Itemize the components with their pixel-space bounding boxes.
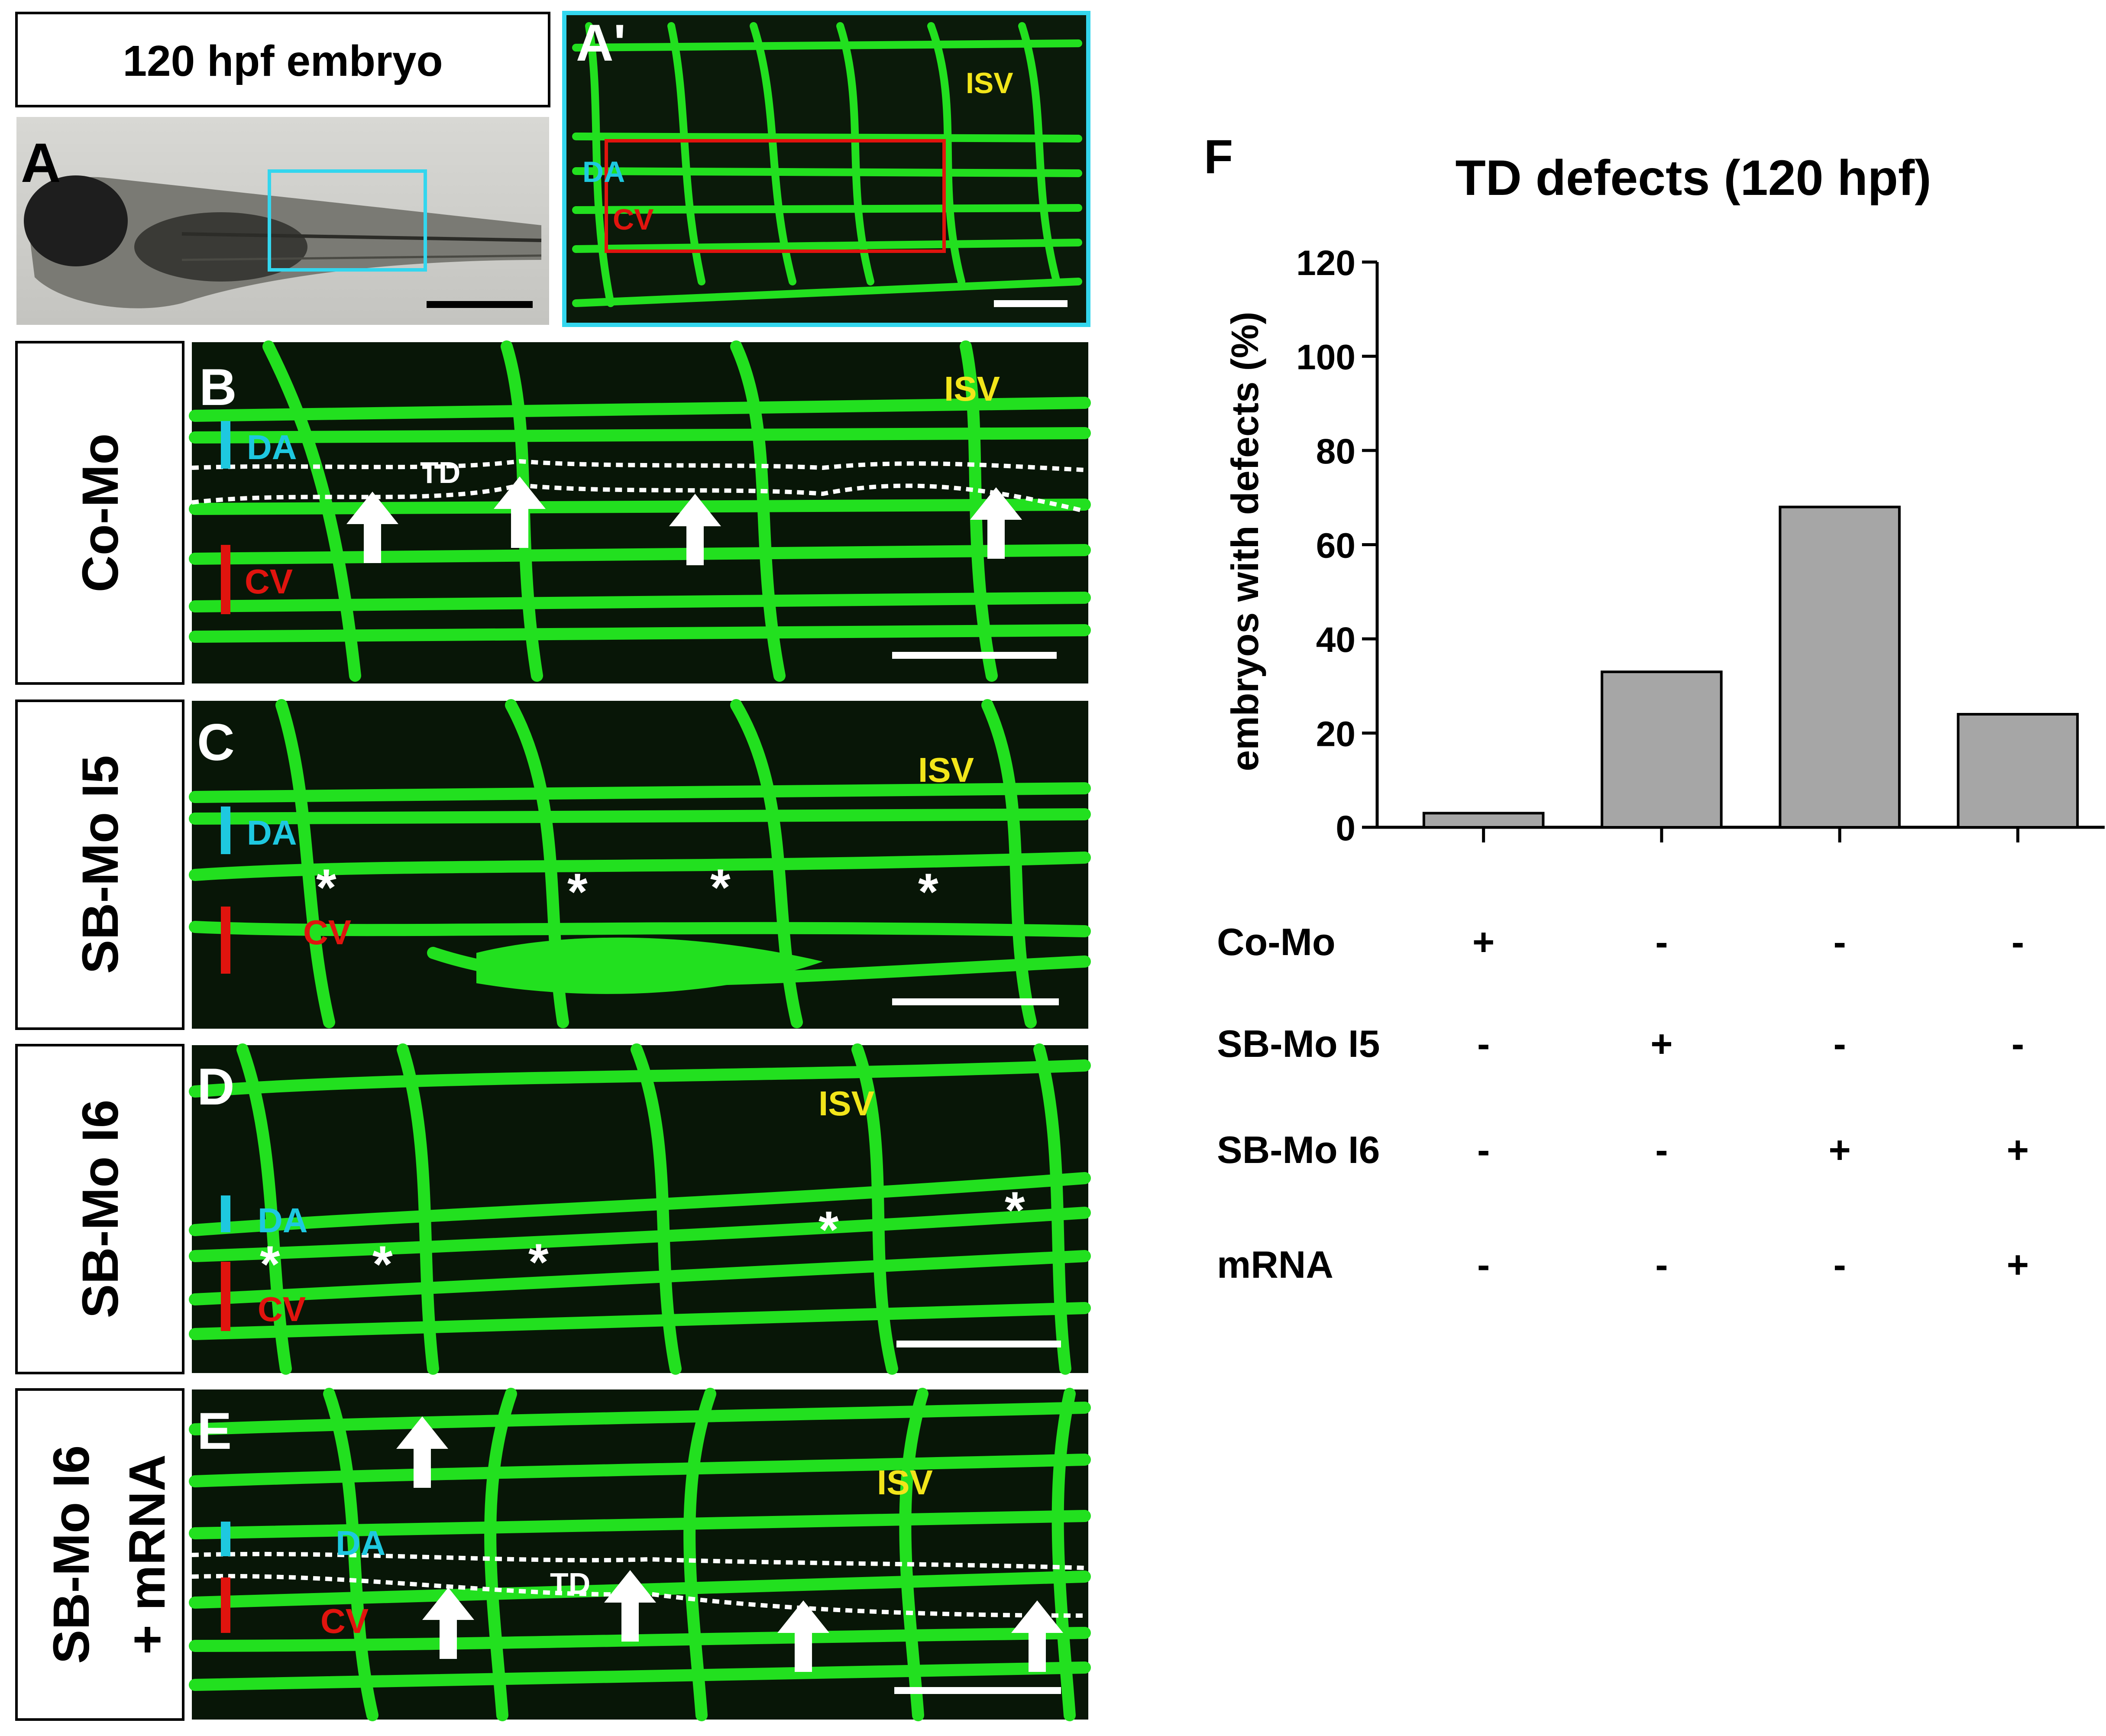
condition-row-label: SB-Mo I6 (1217, 1128, 1380, 1171)
condition-mark: - (1655, 1128, 1668, 1171)
bar (1601, 670, 1723, 829)
chart-title: TD defects (120 hpf) (1455, 150, 1931, 206)
y-tick-label: 100 (1296, 338, 1355, 377)
condition-mark: + (1828, 1128, 1850, 1171)
panel-letter-e: E (197, 1402, 232, 1460)
panel-c: SB-Mo I5 * * * * C ISV DA CV (15, 699, 1091, 1030)
label-isv: ISV (944, 369, 1000, 408)
bar (1779, 505, 1901, 829)
scale-bar (994, 300, 1068, 307)
label-da: DA (247, 813, 297, 852)
panel-letter-a: A (21, 132, 61, 194)
panel-a-brightfield: A (16, 117, 549, 325)
panel-letter-f: F (1204, 130, 1233, 184)
bar (1957, 713, 2079, 829)
scale-bar (894, 1687, 1061, 1694)
label-cv: CV (303, 913, 351, 952)
svg-text:*: * (567, 863, 588, 921)
condition-mark: + (2007, 1128, 2029, 1171)
panel-d: SB-Mo I6 * * * * * D ISV DA CV (15, 1043, 1091, 1375)
label-td: TD (420, 456, 460, 489)
condition-mark: - (2012, 920, 2024, 963)
panel-letter-d: D (197, 1058, 235, 1116)
label-isv: ISV (818, 1084, 874, 1123)
condition-mark: - (1477, 1243, 1490, 1286)
panel-letter-c: C (197, 713, 235, 771)
label-cv: CV (320, 1602, 369, 1640)
y-tick-label: 40 (1316, 620, 1355, 660)
header-box: 120 hpf embryo (15, 12, 550, 107)
row-label-sb-mo-i5: SB-Mo I5 (72, 755, 129, 974)
condition-mark: + (1650, 1022, 1673, 1065)
svg-text:*: * (528, 1233, 549, 1291)
condition-mark: - (1655, 1243, 1668, 1286)
label-da: DA (336, 1524, 386, 1562)
label-da: DA (247, 428, 297, 466)
row-label-sb-mo-i6: SB-Mo I6 (72, 1100, 129, 1318)
condition-row-label: SB-Mo I5 (1217, 1022, 1380, 1065)
panel-a-prime: A' ISV DA CV (562, 11, 1090, 327)
y-axis-label: embryos with defects (%) (1223, 311, 1266, 771)
label-da: DA (258, 1201, 308, 1240)
panel-e: SB-Mo I6 + mRNA (15, 1388, 1091, 1721)
zoom-region-box (605, 139, 946, 253)
svg-text:*: * (372, 1235, 393, 1293)
label-isv: ISV (877, 1463, 933, 1502)
y-tick-label: 0 (1336, 809, 1355, 848)
y-tick-label: 60 (1316, 526, 1355, 566)
svg-text:*: * (260, 1235, 280, 1293)
chart-bars (1422, 505, 2079, 829)
condition-mark: - (1477, 1128, 1490, 1171)
panel-b: Co-Mo B ISV DA TD (15, 340, 1091, 685)
condition-mark: + (2007, 1243, 2029, 1286)
label-cv: CV (245, 562, 293, 601)
scale-bar (892, 998, 1059, 1005)
condition-table: Co-Mo + - - - SB-Mo I5 - + - - SB-Mo I6 - - + + mRNA - - -… (1217, 920, 2029, 1286)
scale-bar (427, 301, 533, 308)
row-label-sb-mo-i6: SB-Mo I6 (43, 1445, 100, 1664)
scale-bar (892, 652, 1057, 659)
condition-mark: - (1833, 1022, 1846, 1065)
condition-mark: - (1477, 1022, 1490, 1065)
label-cv: CV (258, 1290, 306, 1328)
svg-text:*: * (710, 858, 731, 917)
condition-mark: + (1472, 920, 1495, 963)
zoom-region-box (268, 169, 427, 272)
panel-f: F TD defects (120 hpf) embryos with defe… (1204, 130, 2105, 1286)
label-da: DA (582, 155, 625, 188)
condition-mark: - (1833, 920, 1846, 963)
svg-text:*: * (316, 858, 336, 917)
label-td: TD (550, 1567, 590, 1600)
y-tick-label: 20 (1316, 715, 1355, 754)
panel-letter-b: B (199, 358, 237, 416)
condition-row-label: Co-Mo (1217, 920, 1336, 963)
header-title: 120 hpf embryo (123, 37, 443, 85)
y-tick-label: 80 (1316, 432, 1355, 471)
svg-text:*: * (918, 863, 938, 921)
label-isv: ISV (966, 67, 1013, 100)
svg-text:*: * (1005, 1181, 1025, 1239)
svg-text:*: * (818, 1201, 839, 1259)
bar (1422, 812, 1545, 829)
condition-row-label: mRNA (1217, 1243, 1333, 1286)
scale-bar (896, 1341, 1061, 1347)
condition-mark: - (2012, 1022, 2024, 1065)
row-label-mrna: + mRNA (119, 1454, 176, 1655)
label-isv: ISV (918, 751, 974, 789)
y-tick-label: 120 (1296, 243, 1355, 283)
label-cv: CV (613, 203, 653, 236)
condition-mark: - (1833, 1243, 1846, 1286)
condition-mark: - (1655, 920, 1668, 963)
row-label-co-mo: Co-Mo (72, 434, 129, 593)
panel-letter-a-prime: A' (576, 14, 626, 72)
